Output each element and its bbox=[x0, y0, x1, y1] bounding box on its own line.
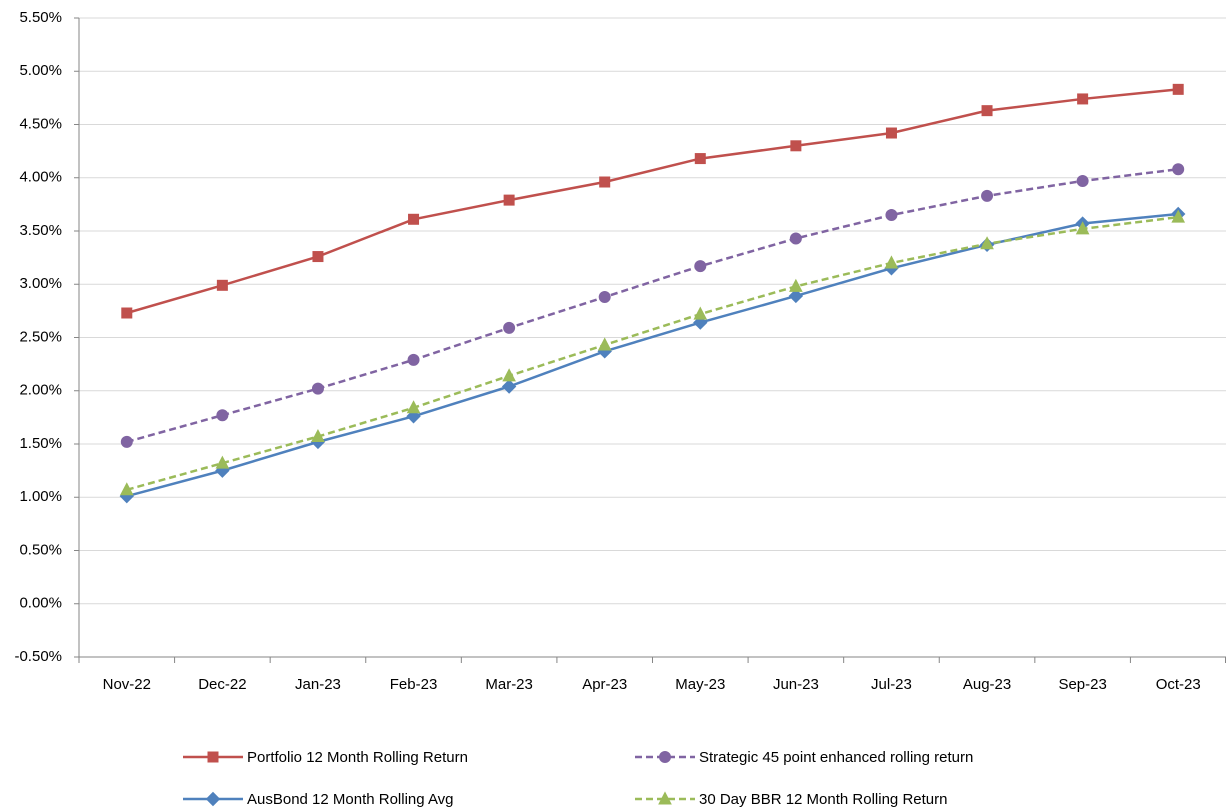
legend-marker bbox=[207, 751, 219, 763]
data-point bbox=[789, 232, 802, 245]
y-tick-label: 5.50% bbox=[19, 9, 62, 26]
data-point bbox=[981, 105, 993, 117]
series-line bbox=[126, 167, 1179, 444]
data-point bbox=[312, 251, 324, 263]
data-point bbox=[884, 255, 899, 269]
legend-label: AusBond 12 Month Rolling Avg bbox=[247, 791, 454, 808]
data-point bbox=[693, 306, 708, 320]
data-point bbox=[1172, 163, 1185, 176]
data-point bbox=[120, 435, 133, 448]
y-tick-label: 4.50% bbox=[19, 115, 62, 132]
data-point bbox=[406, 400, 421, 414]
y-tick-label: 2.50% bbox=[19, 328, 62, 345]
data-point bbox=[216, 409, 229, 422]
data-point bbox=[121, 307, 133, 319]
y-tick-label: 3.50% bbox=[19, 222, 62, 239]
data-point bbox=[408, 213, 420, 225]
y-tick-label: 0.00% bbox=[19, 595, 62, 612]
data-point bbox=[503, 321, 516, 334]
series-line bbox=[126, 88, 1179, 315]
data-point bbox=[501, 379, 517, 394]
x-tick-label: Aug-23 bbox=[963, 676, 1011, 693]
legend-marker bbox=[659, 751, 671, 763]
data-point bbox=[407, 353, 420, 366]
series-line bbox=[126, 212, 1179, 498]
data-point bbox=[598, 291, 611, 304]
x-tick-label: Apr-23 bbox=[582, 676, 627, 693]
legend-label: Portfolio 12 Month Rolling Return bbox=[247, 749, 468, 766]
data-point bbox=[1077, 93, 1089, 105]
x-tick-label: May-23 bbox=[675, 676, 725, 693]
y-tick-label: 3.00% bbox=[19, 275, 62, 292]
y-tick-label: 4.00% bbox=[19, 169, 62, 186]
legend-marker bbox=[205, 791, 221, 807]
x-tick-label: Mar-23 bbox=[485, 676, 533, 693]
x-tick-label: Dec-22 bbox=[198, 676, 246, 693]
data-point bbox=[1172, 83, 1184, 95]
y-tick-label: 0.50% bbox=[19, 541, 62, 558]
legend-label: 30 Day BBR 12 Month Rolling Return bbox=[699, 791, 947, 808]
x-tick-label: Sep-23 bbox=[1058, 676, 1106, 693]
x-tick-label: Oct-23 bbox=[1156, 676, 1201, 693]
y-tick-label: 1.50% bbox=[19, 435, 62, 452]
data-point bbox=[1075, 221, 1090, 235]
data-point bbox=[885, 127, 897, 139]
data-point bbox=[694, 153, 706, 165]
data-point bbox=[311, 428, 325, 443]
data-point bbox=[981, 189, 994, 202]
data-point bbox=[215, 455, 230, 469]
data-point bbox=[790, 140, 802, 152]
y-tick-label: -0.50% bbox=[14, 648, 62, 665]
data-point bbox=[694, 260, 707, 273]
data-point bbox=[119, 482, 134, 496]
data-point bbox=[980, 236, 994, 250]
legend-marker bbox=[658, 791, 672, 805]
data-point bbox=[885, 209, 898, 222]
data-point bbox=[311, 382, 324, 395]
y-tick-label: 1.00% bbox=[19, 488, 62, 505]
x-tick-label: Jun-23 bbox=[773, 676, 819, 693]
x-tick-label: Nov-22 bbox=[103, 676, 151, 693]
data-point bbox=[1076, 174, 1089, 187]
data-point bbox=[1171, 209, 1186, 223]
data-point bbox=[599, 176, 611, 188]
series-line bbox=[126, 215, 1179, 491]
data-point bbox=[597, 337, 612, 351]
x-tick-label: Feb-23 bbox=[390, 676, 438, 693]
x-tick-label: Jan-23 bbox=[295, 676, 341, 693]
data-point bbox=[503, 194, 515, 206]
legend-label: Strategic 45 point enhanced rolling retu… bbox=[699, 749, 973, 766]
y-tick-label: 5.00% bbox=[19, 62, 62, 79]
data-point bbox=[216, 279, 228, 291]
x-tick-label: Jul-23 bbox=[871, 676, 912, 693]
data-point bbox=[788, 288, 804, 304]
data-point bbox=[502, 368, 516, 382]
data-point bbox=[789, 278, 803, 292]
y-tick-label: 2.00% bbox=[19, 382, 62, 399]
